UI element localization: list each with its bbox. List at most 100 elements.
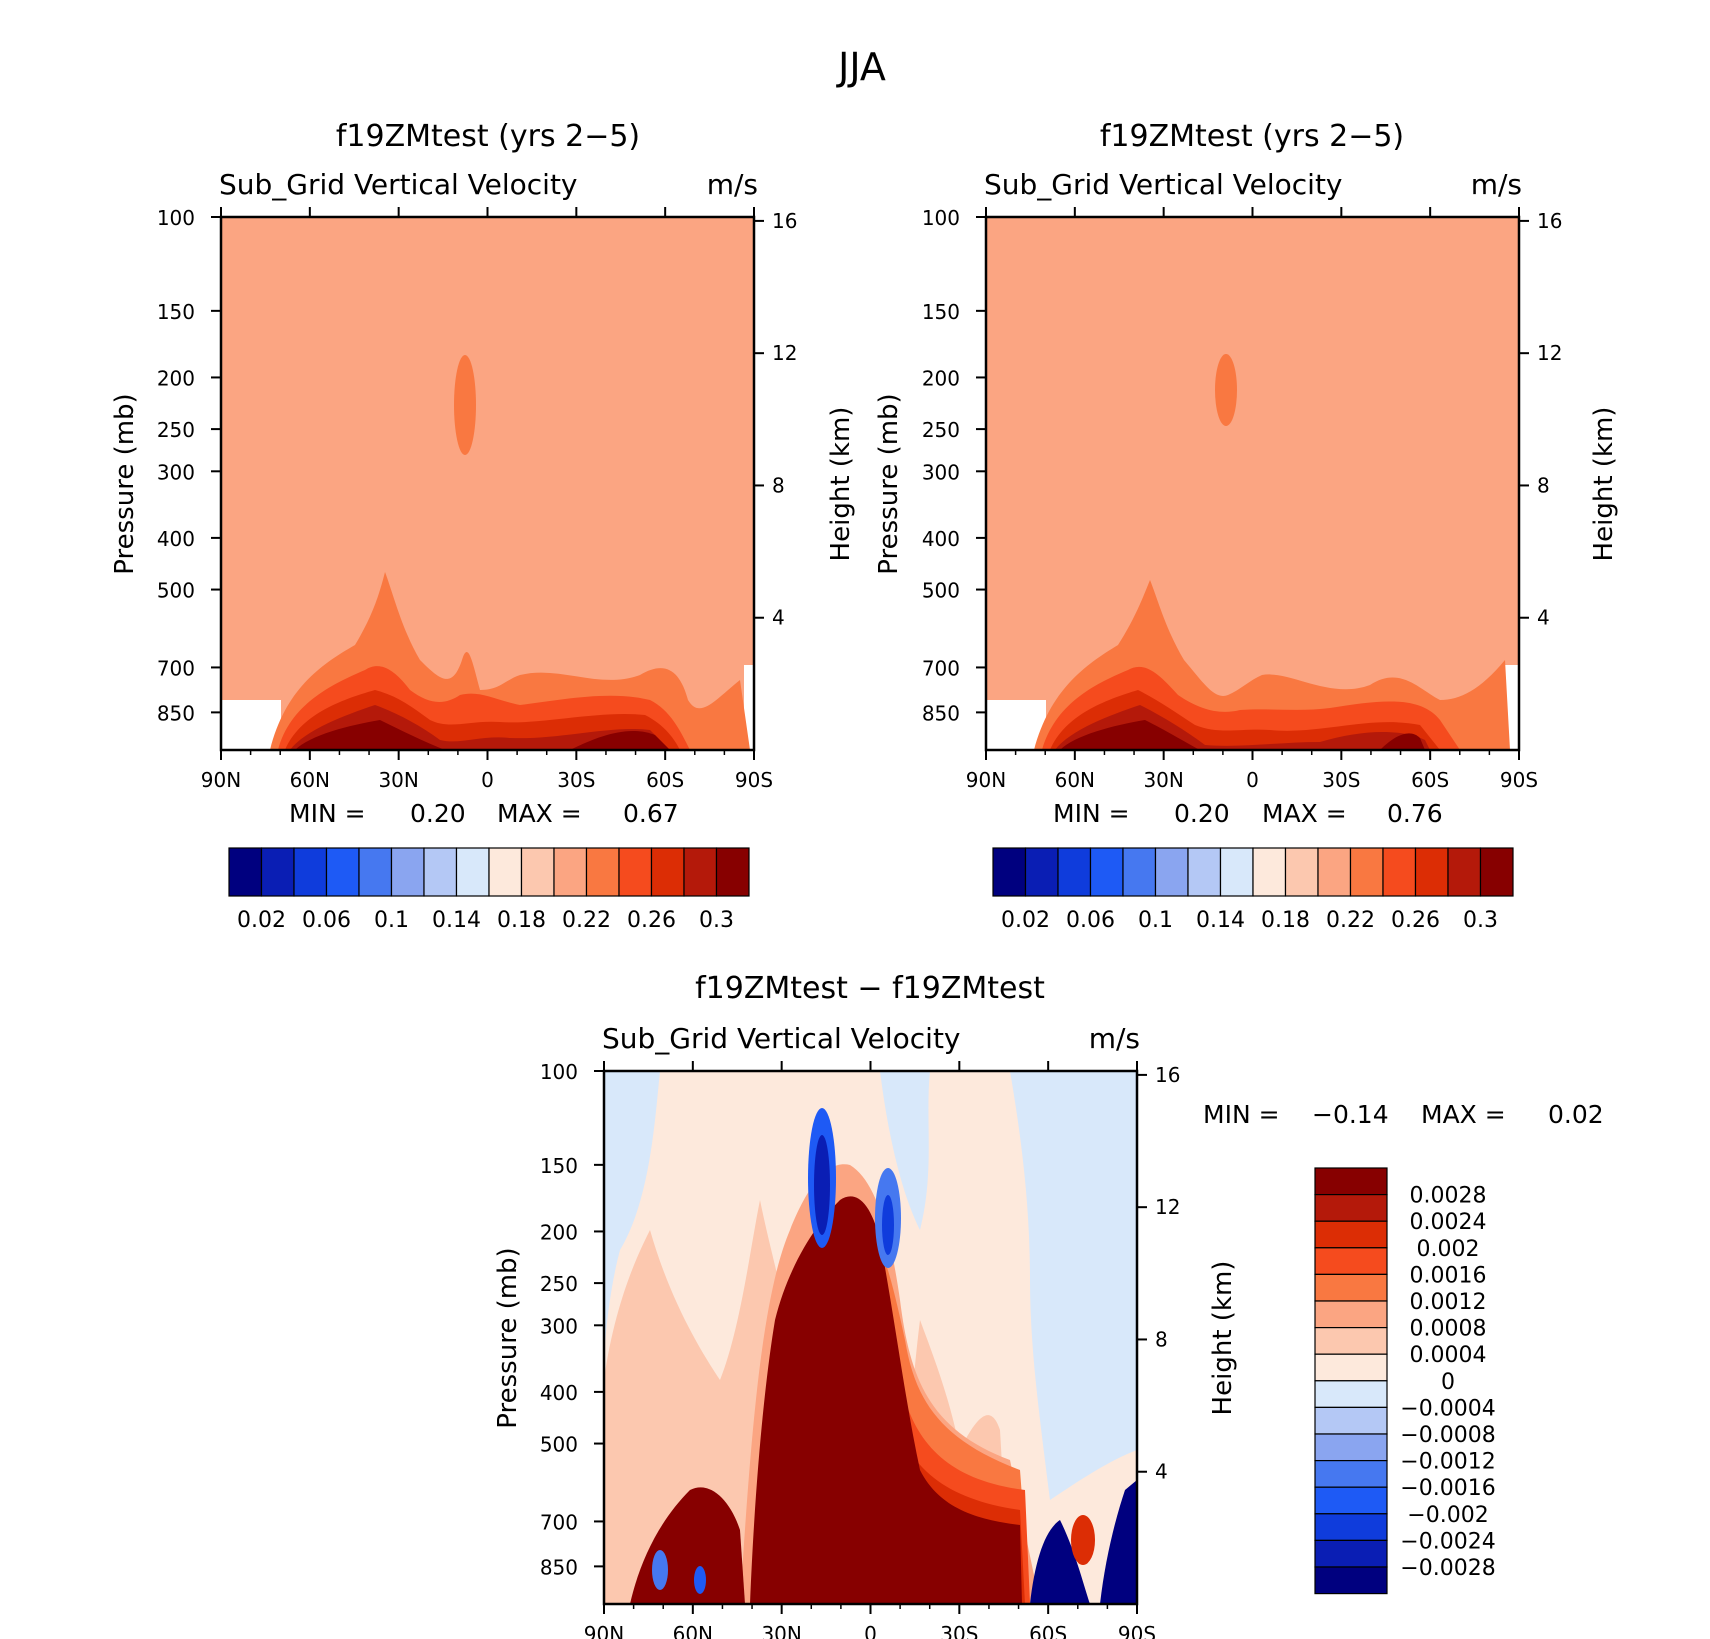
panel-1-title: f19ZMtest (yrs 2−5) bbox=[336, 119, 640, 154]
x-tick-label: 30N bbox=[378, 768, 418, 792]
y-tick-label: 150 bbox=[922, 300, 960, 324]
colorbar-label: 0.06 bbox=[302, 908, 351, 933]
panel-2-subtitle-right: m/s bbox=[1471, 168, 1522, 201]
panel-2: f19ZMtest (yrs 2−5) Sub_Grid Vertical Ve… bbox=[874, 119, 1619, 933]
x-tick-label: 30N bbox=[1143, 768, 1183, 792]
colorbar-swatch bbox=[1314, 1486, 1388, 1515]
panel-1-y2label: Height (km) bbox=[826, 407, 856, 562]
colorbar-swatch bbox=[293, 847, 328, 897]
y2-tick-label: 16 bbox=[1155, 1063, 1180, 1087]
colorbar-swatch bbox=[1314, 1406, 1388, 1435]
panel-2-field bbox=[986, 217, 1519, 750]
y2-tick-label: 12 bbox=[1537, 341, 1562, 365]
colorbar-label: 0.0012 bbox=[1410, 1290, 1487, 1315]
colorbar-label: 0.002 bbox=[1417, 1237, 1480, 1262]
colorbar-label: 0.26 bbox=[1391, 908, 1440, 933]
colorbar-label: 0.0024 bbox=[1410, 1210, 1487, 1235]
panel-2-title: f19ZMtest (yrs 2−5) bbox=[1100, 119, 1404, 154]
y2-tick-label: 8 bbox=[1537, 473, 1550, 497]
panel-3-min-value: −0.14 bbox=[1312, 1100, 1389, 1129]
y-tick-label: 400 bbox=[540, 1381, 578, 1405]
colorbar-label: −0.0028 bbox=[1400, 1556, 1495, 1581]
colorbar-label: 0.14 bbox=[432, 908, 481, 933]
colorbar-swatch bbox=[1447, 847, 1482, 897]
x-tick-label: 60N bbox=[673, 1622, 713, 1639]
y-tick-label: 300 bbox=[157, 460, 195, 484]
colorbar-swatch bbox=[423, 847, 458, 897]
panel-3-max-label: MAX = bbox=[1421, 1100, 1506, 1129]
x-tick-label: 60S bbox=[1029, 1622, 1067, 1639]
colorbar-swatch bbox=[1314, 1300, 1388, 1329]
colorbar-label: 0.1 bbox=[374, 908, 409, 933]
colorbar-swatch bbox=[1382, 847, 1417, 897]
colorbar-swatch bbox=[650, 847, 685, 897]
y2-tick-label: 4 bbox=[1537, 606, 1550, 630]
colorbar-label: −0.0024 bbox=[1400, 1529, 1495, 1554]
y2-tick-label: 8 bbox=[772, 473, 785, 497]
field-contour bbox=[604, 1071, 660, 1360]
panel-1-max-label: MAX = bbox=[497, 799, 582, 828]
y-tick-label: 700 bbox=[157, 656, 195, 680]
panel-1: f19ZMtest (yrs 2−5) Sub_Grid Vertical Ve… bbox=[110, 119, 856, 933]
y-tick-label: 400 bbox=[922, 527, 960, 551]
colorbar-label: 0.1 bbox=[1138, 908, 1173, 933]
colorbar-swatch bbox=[1317, 847, 1352, 897]
y-tick-label: 100 bbox=[922, 206, 960, 230]
colorbar-swatch bbox=[520, 847, 555, 897]
y2-tick-label: 12 bbox=[1155, 1195, 1180, 1219]
y-tick-label: 250 bbox=[922, 418, 960, 442]
x-tick-label: 30N bbox=[761, 1622, 801, 1639]
panel-1-min-label: MIN = bbox=[289, 799, 366, 828]
field-contour bbox=[295, 720, 445, 750]
y-tick-label: 150 bbox=[157, 300, 195, 324]
colorbar-swatch bbox=[1122, 847, 1157, 897]
y-tick-label: 700 bbox=[540, 1510, 578, 1534]
colorbar-swatch bbox=[715, 847, 750, 897]
panel-2-ylabel: Pressure (mb) bbox=[874, 393, 904, 574]
colorbar-label: 0.22 bbox=[562, 908, 611, 933]
colorbar-swatch bbox=[553, 847, 588, 897]
colorbar-label: 0.06 bbox=[1066, 908, 1115, 933]
colorbar-swatch bbox=[228, 847, 263, 897]
panel-3-title: f19ZMtest − f19ZMtest bbox=[695, 971, 1045, 1006]
panel-3-subtitle-left: Sub_Grid Vertical Velocity bbox=[602, 1022, 961, 1055]
field-contour bbox=[1010, 1071, 1137, 1500]
colorbar-label: −0.0012 bbox=[1400, 1450, 1495, 1475]
colorbar-swatch bbox=[683, 847, 718, 897]
x-tick-label: 90N bbox=[584, 1622, 624, 1639]
colorbar-swatch bbox=[1314, 1380, 1388, 1409]
panel-3: f19ZMtest − f19ZMtest Sub_Grid Vertical … bbox=[493, 971, 1604, 1639]
colorbar-label: 0.14 bbox=[1196, 908, 1245, 933]
figure-title: JJA bbox=[836, 45, 886, 89]
y-tick-label: 400 bbox=[157, 527, 195, 551]
colorbar-swatch bbox=[358, 847, 393, 897]
field-contour bbox=[1030, 1520, 1090, 1604]
colorbar-label: −0.0008 bbox=[1400, 1423, 1495, 1448]
colorbar-label: −0.0004 bbox=[1400, 1396, 1495, 1421]
panel-2-y2label: Height (km) bbox=[1589, 407, 1619, 562]
colorbar-swatch bbox=[1187, 847, 1222, 897]
colorbar-label: 0.02 bbox=[237, 908, 286, 933]
colorbar-swatch bbox=[992, 847, 1027, 897]
colorbar-label: 0.3 bbox=[1463, 908, 1498, 933]
colorbar-swatch bbox=[1314, 1326, 1388, 1355]
colorbar-swatch bbox=[488, 847, 523, 897]
panel-1-subtitle-left: Sub_Grid Vertical Velocity bbox=[219, 168, 578, 201]
field-contour bbox=[1060, 720, 1200, 750]
y-tick-label: 850 bbox=[157, 701, 195, 725]
y-tick-label: 850 bbox=[922, 701, 960, 725]
colorbar-swatch bbox=[1414, 847, 1449, 897]
panel-1-subtitle-right: m/s bbox=[707, 168, 758, 201]
y-tick-label: 500 bbox=[922, 579, 960, 603]
colorbar-label: 0.22 bbox=[1326, 908, 1375, 933]
colorbar-swatch bbox=[1219, 847, 1254, 897]
panel-1-min-value: 0.20 bbox=[410, 799, 466, 828]
panel-3-min-label: MIN = bbox=[1203, 1100, 1280, 1129]
y-tick-label: 700 bbox=[922, 656, 960, 680]
y-tick-label: 200 bbox=[540, 1220, 578, 1244]
colorbar-swatch bbox=[1089, 847, 1124, 897]
colorbar-label: −0.002 bbox=[1407, 1503, 1488, 1528]
panel-3-y2label: Height (km) bbox=[1208, 1261, 1238, 1416]
panel-1-max-value: 0.67 bbox=[623, 799, 679, 828]
